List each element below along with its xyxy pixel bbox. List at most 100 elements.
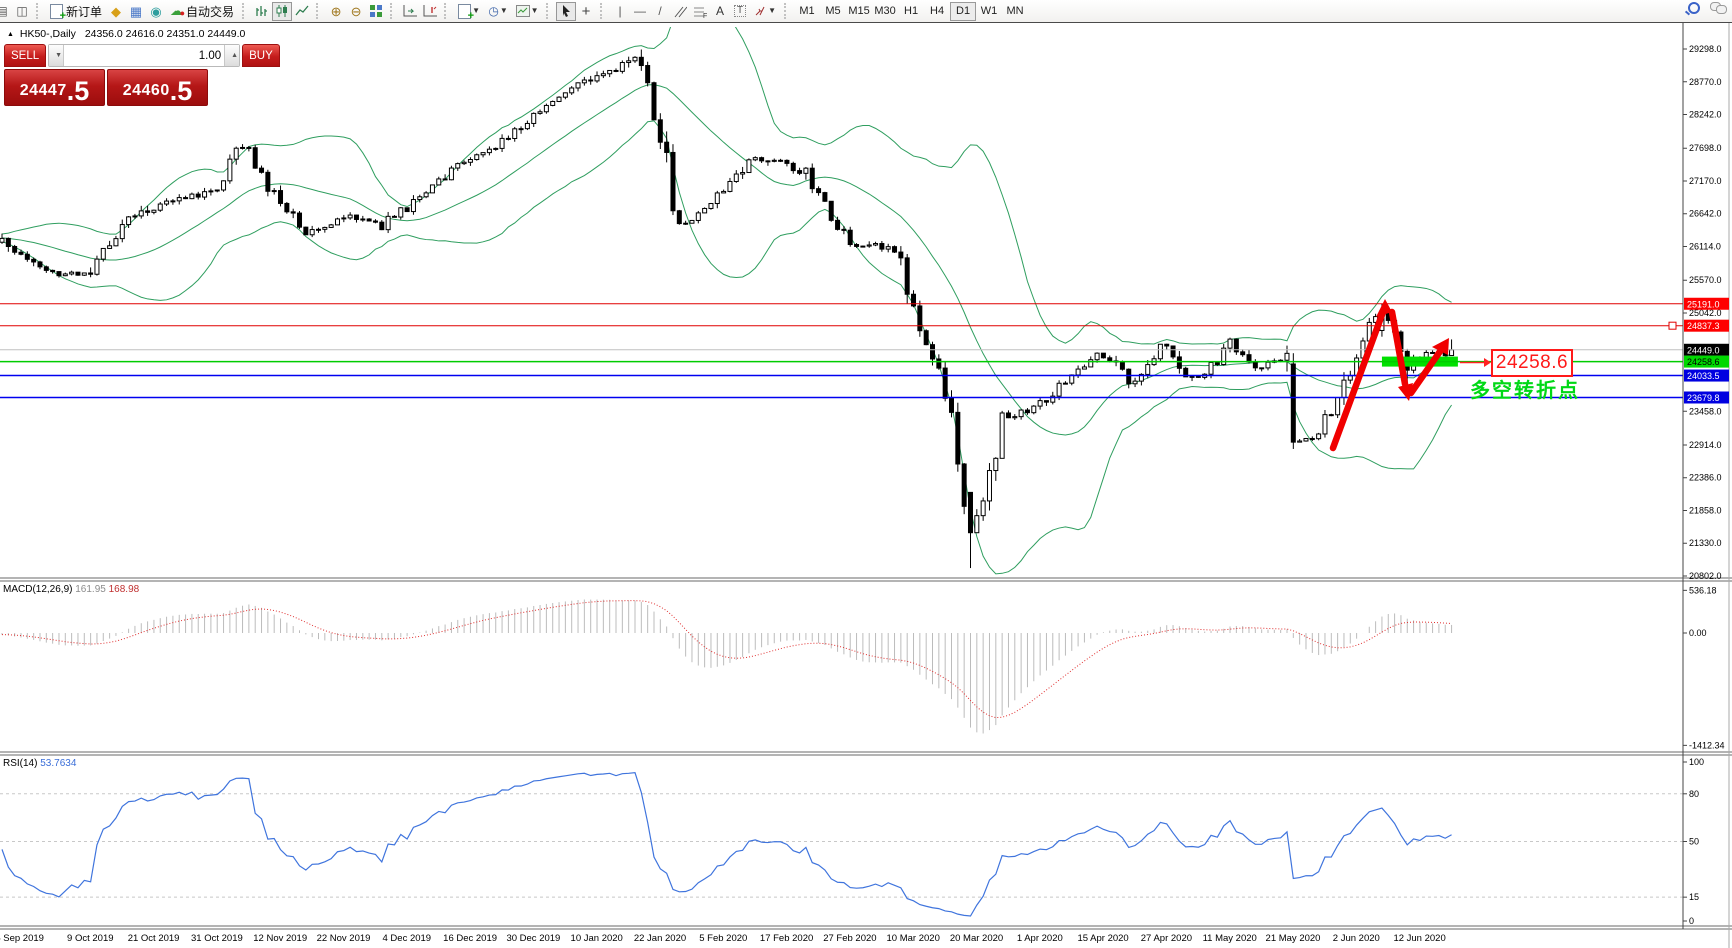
new-order-icon: + xyxy=(50,3,66,22)
chart-window-icon[interactable]: ▦ xyxy=(129,3,143,19)
svg-text:24033.5: 24033.5 xyxy=(1687,371,1720,381)
chart-shift-icon[interactable] xyxy=(420,2,440,21)
svg-text:27 Feb 2020: 27 Feb 2020 xyxy=(823,933,876,944)
svg-text:30 Dec 2019: 30 Dec 2019 xyxy=(506,933,560,944)
svg-text:28242.0: 28242.0 xyxy=(1689,110,1722,120)
trendline-tool[interactable]: / xyxy=(658,4,662,18)
svg-text:20802.0: 20802.0 xyxy=(1689,571,1722,581)
toolbar-grip xyxy=(242,3,249,19)
market-watch-icon[interactable]: ◆ xyxy=(111,3,122,19)
svg-text:27 Apr 2020: 27 Apr 2020 xyxy=(1141,933,1192,944)
auto-trading-button[interactable]: ☁ ● 自动交易 xyxy=(170,3,235,19)
price-annotation-box[interactable]: 24258.6 xyxy=(1491,349,1573,377)
rsi-label: RSI(14) 53.7634 xyxy=(3,758,77,769)
svg-text:25570.0: 25570.0 xyxy=(1689,275,1722,285)
svg-text:F: F xyxy=(703,13,707,18)
channel-tool[interactable] xyxy=(670,2,690,21)
svg-text:2 Jun 2020: 2 Jun 2020 xyxy=(1333,933,1380,944)
bar-chart-icon[interactable] xyxy=(252,2,272,21)
toolbar-grip xyxy=(316,3,323,19)
toolbar-grip xyxy=(600,3,607,19)
tab-timeframe-m5[interactable]: M5 xyxy=(825,5,841,17)
chat-icon[interactable] xyxy=(1710,2,1727,14)
crosshair-tool[interactable]: + xyxy=(581,2,591,20)
periods-menu[interactable]: ◷ ▼ xyxy=(488,4,508,18)
svg-text:21 May 2020: 21 May 2020 xyxy=(1266,933,1321,944)
sell-button[interactable]: SELL xyxy=(4,44,47,67)
svg-text:25042.0: 25042.0 xyxy=(1689,308,1722,318)
macd-label: MACD(12,26,9) 161.95 168.98 xyxy=(3,584,140,595)
volume-increase-button[interactable]: ▲ xyxy=(224,45,240,66)
zoom-out-icon[interactable]: ⊖ xyxy=(350,3,362,19)
svg-text:26114.0: 26114.0 xyxy=(1689,242,1721,252)
svg-text:25191.0: 25191.0 xyxy=(1687,299,1720,309)
svg-text:12 Jun 2020: 12 Jun 2020 xyxy=(1393,933,1445,944)
auto-scroll-icon[interactable] xyxy=(400,2,420,21)
volume-decrease-button[interactable]: ▼ xyxy=(49,45,65,66)
auto-trading-icon: ☁ ● xyxy=(170,3,186,18)
tile-windows-icon[interactable] xyxy=(366,2,386,21)
svg-text:16 Dec 2019: 16 Dec 2019 xyxy=(443,933,497,944)
text-tool[interactable]: A xyxy=(716,4,725,18)
tab-timeframe-m30[interactable]: M30 xyxy=(874,5,896,17)
tab-timeframe-m1[interactable]: M1 xyxy=(799,5,815,17)
svg-text:11 May 2020: 11 May 2020 xyxy=(1203,933,1257,944)
ohlc-values: 24356.0 24616.0 24351.0 24449.0 xyxy=(84,28,246,40)
svg-text:22 Jan 2020: 22 Jan 2020 xyxy=(634,933,686,944)
candlestick-chart-icon[interactable] xyxy=(272,1,293,21)
svg-text:24258.6: 24258.6 xyxy=(1687,357,1720,367)
svg-text:27698.0: 27698.0 xyxy=(1689,143,1722,153)
zoom-in-icon[interactable]: ⊕ xyxy=(330,3,342,19)
tab-timeframe-h4[interactable]: H4 xyxy=(930,5,945,17)
tab-timeframe-w1[interactable]: W1 xyxy=(980,5,998,17)
svg-text:22914.0: 22914.0 xyxy=(1689,440,1722,450)
horizontal-line-tool[interactable]: — xyxy=(634,4,647,18)
arrows-tool-menu[interactable]: ▼ xyxy=(750,2,780,21)
svg-text:50: 50 xyxy=(1689,837,1699,847)
cursor-tool[interactable] xyxy=(556,1,577,21)
signal-icon[interactable]: ◉ xyxy=(150,3,162,19)
svg-text:21 Oct 2019: 21 Oct 2019 xyxy=(128,933,180,944)
svg-text:-1412.34: -1412.34 xyxy=(1689,740,1725,750)
vertical-line-tool[interactable]: | xyxy=(618,4,622,18)
tab-timeframe-mn[interactable]: MN xyxy=(1006,5,1024,17)
chart-title: ▲ HK50-,Daily 24356.0 24616.0 24351.0 24… xyxy=(7,28,245,40)
svg-text:31 Oct 2019: 31 Oct 2019 xyxy=(191,933,243,944)
new-chart-window-icon[interactable]: ▤ xyxy=(0,4,8,18)
tab-timeframe-m15[interactable]: M15 xyxy=(848,5,870,17)
buy-price[interactable]: 24460.5 xyxy=(107,69,208,106)
buy-button[interactable]: BUY xyxy=(242,44,280,67)
svg-text:25 Sep 2019: 25 Sep 2019 xyxy=(0,933,44,944)
svg-text:26642.0: 26642.0 xyxy=(1689,209,1722,219)
one-click-trading-panel: SELL ▼ ▲ BUY 24447.5 24460.5 xyxy=(4,44,280,106)
volume-input[interactable] xyxy=(64,45,225,66)
text-label-tool[interactable]: T xyxy=(730,2,750,21)
data-window-icon[interactable]: ◫ xyxy=(16,4,28,18)
svg-text:9 Oct 2019: 9 Oct 2019 xyxy=(67,933,113,944)
templates-menu[interactable]: ▼ xyxy=(512,2,542,21)
volume-stepper: ▼ ▲ xyxy=(48,44,241,67)
search-icon[interactable] xyxy=(1688,2,1700,14)
tab-timeframe-h1[interactable]: H1 xyxy=(904,5,919,17)
sell-price[interactable]: 24447.5 xyxy=(4,69,105,106)
new-order-button[interactable]: + 新订单 xyxy=(46,2,106,22)
fibonacci-tool[interactable]: F xyxy=(690,2,710,21)
svg-text:4 Dec 2019: 4 Dec 2019 xyxy=(383,933,432,944)
svg-text:20 Mar 2020: 20 Mar 2020 xyxy=(950,933,1003,944)
indicators-menu[interactable]: + ▼ xyxy=(454,2,484,21)
turning-point-note[interactable]: 多空转折点 xyxy=(1470,380,1580,402)
line-chart-icon[interactable] xyxy=(292,2,312,21)
svg-text:23458.0: 23458.0 xyxy=(1689,406,1722,416)
svg-text:0.00: 0.00 xyxy=(1689,628,1707,638)
svg-text:100: 100 xyxy=(1689,757,1704,767)
chart-marker-icon: ▲ xyxy=(7,31,14,38)
svg-text:28770.0: 28770.0 xyxy=(1689,77,1722,87)
svg-text:10 Jan 2020: 10 Jan 2020 xyxy=(571,933,623,944)
svg-text:21330.0: 21330.0 xyxy=(1689,538,1722,548)
symbol-period-label: HK50-,Daily xyxy=(19,28,76,40)
svg-text:536.18: 536.18 xyxy=(1689,585,1717,595)
tab-timeframe-d1[interactable]: D1 xyxy=(950,1,977,21)
svg-text:23679.8: 23679.8 xyxy=(1687,393,1720,403)
